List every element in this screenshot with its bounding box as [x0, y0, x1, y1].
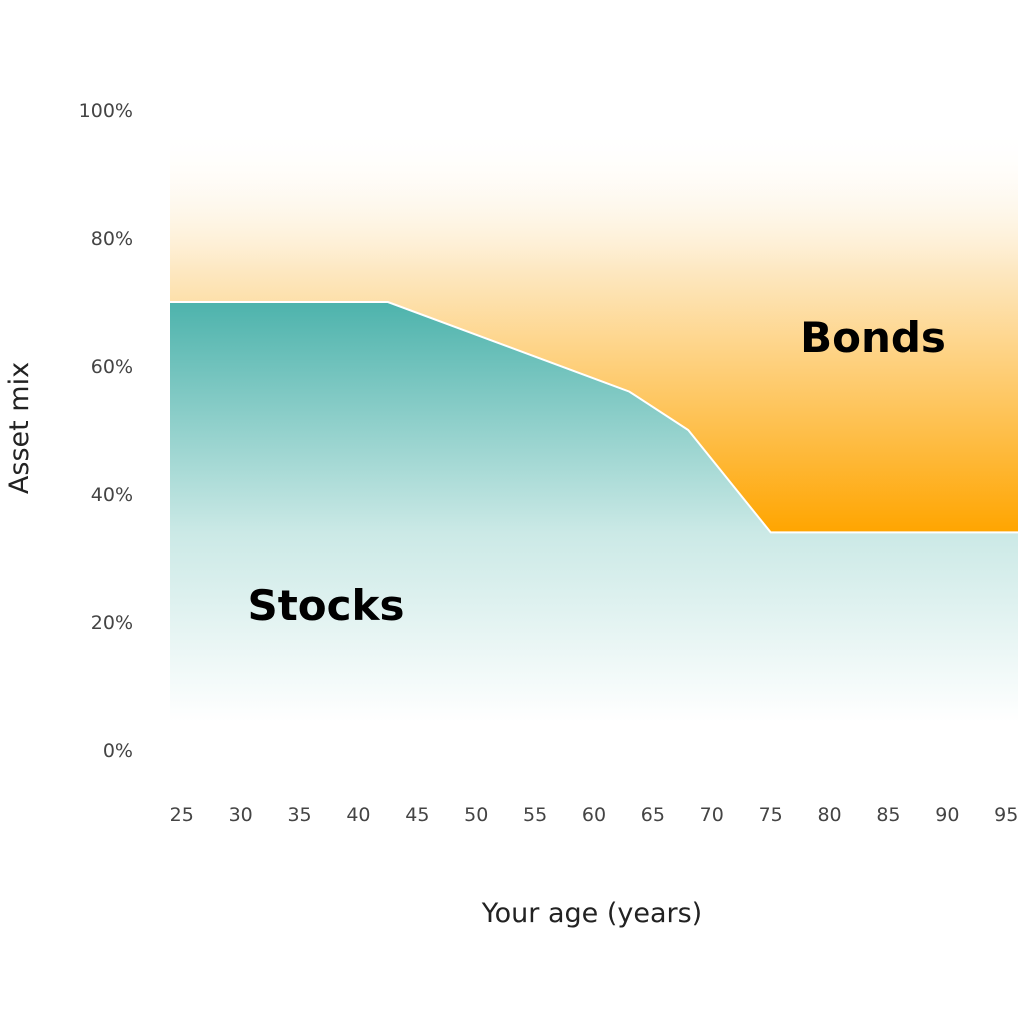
x-tick-label: 35: [287, 804, 311, 826]
stocks-label: Stocks: [247, 581, 404, 630]
bonds-label: Bonds: [800, 313, 946, 362]
x-tick-label: 90: [935, 804, 959, 826]
x-tick-label: 50: [464, 804, 488, 826]
y-tick-label: 0%: [103, 740, 133, 762]
y-tick-label: 80%: [91, 228, 133, 250]
stocks-area: [170, 302, 1018, 722]
x-axis-ticks: 25 30 35 40 45 50 55 60 65 70 75 80 85 90 95: [170, 804, 1019, 826]
x-tick-label: 85: [876, 804, 900, 826]
x-tick-label: 40: [346, 804, 370, 826]
x-tick-label: 45: [405, 804, 429, 826]
x-tick-label: 70: [700, 804, 724, 826]
y-tick-label: 100%: [79, 100, 133, 122]
y-axis-title: Asset mix: [4, 362, 35, 494]
x-tick-label: 60: [582, 804, 606, 826]
x-tick-label: 65: [641, 804, 665, 826]
x-tick-label: 30: [229, 804, 253, 826]
y-tick-label: 20%: [91, 612, 133, 634]
x-tick-label: 80: [817, 804, 841, 826]
x-axis-title: Your age (years): [481, 898, 702, 929]
y-tick-label: 40%: [91, 484, 133, 506]
allocation-boundary-line: [170, 301, 1018, 534]
bonds-area: [170, 128, 1018, 533]
x-tick-label: 55: [523, 804, 547, 826]
y-axis-ticks: 0% 20% 40% 60% 80% 100%: [79, 100, 133, 762]
x-tick-label: 95: [994, 804, 1018, 826]
x-tick-label: 25: [170, 804, 194, 826]
y-tick-label: 60%: [91, 356, 133, 378]
plot-area: [170, 128, 1018, 722]
x-tick-label: 75: [759, 804, 783, 826]
